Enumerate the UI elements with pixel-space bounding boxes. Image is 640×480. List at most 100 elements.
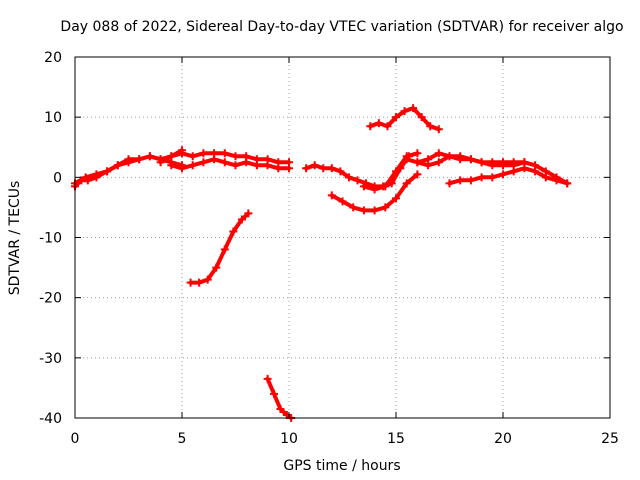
data-point [434, 149, 443, 158]
data-point [237, 215, 246, 224]
data-point [220, 149, 229, 158]
data-point [244, 209, 253, 218]
data-point [167, 161, 176, 170]
data-point [195, 278, 204, 287]
data-point [392, 167, 400, 176]
data-point [434, 158, 443, 167]
data-point [499, 170, 507, 179]
data-point [188, 152, 197, 161]
data-point [466, 155, 475, 164]
data-point [552, 176, 561, 185]
series-arc-6 [188, 211, 251, 285]
data-point [392, 113, 400, 122]
data-point [338, 197, 347, 206]
data-point [381, 182, 390, 191]
axis-ticks: 0 5 10 15 20 25 -40 -30 -20 -10 0 10 20 [39, 50, 619, 447]
data-point [199, 149, 208, 158]
data-point [409, 104, 418, 113]
data-point [353, 176, 362, 185]
data-point [499, 161, 507, 170]
data-point [92, 170, 101, 179]
data-point [383, 122, 392, 131]
data-point [186, 278, 195, 287]
data-series [71, 104, 572, 422]
data-point [113, 161, 122, 170]
data-point [520, 164, 529, 173]
data-point [263, 161, 272, 170]
data-point [402, 155, 411, 164]
data-point [263, 374, 272, 383]
y-tick-label: -10 [39, 231, 62, 247]
chart-title: Day 088 of 2022, Sidereal Day-to-day VTE… [60, 19, 623, 35]
data-point [400, 107, 409, 116]
x-axis-label: GPS time / hours [283, 458, 400, 474]
data-point [270, 389, 279, 398]
grid-lines [75, 57, 610, 418]
data-point [477, 173, 486, 182]
data-point [274, 164, 283, 173]
data-point [456, 152, 465, 161]
data-point [374, 119, 383, 128]
x-tick-label: 5 [178, 431, 187, 447]
data-point [417, 113, 426, 122]
data-point [199, 158, 208, 167]
y-tick-label: 10 [44, 110, 62, 126]
data-point [359, 206, 368, 215]
data-point [178, 146, 186, 155]
data-point [381, 203, 390, 212]
data-point [445, 152, 454, 161]
data-point [366, 122, 375, 131]
data-point [445, 179, 454, 188]
data-point [285, 164, 293, 173]
data-point [402, 179, 411, 188]
data-point [336, 167, 345, 176]
data-point [302, 164, 311, 173]
data-point [242, 158, 251, 167]
x-tick-label: 0 [71, 431, 80, 447]
data-point [276, 404, 285, 413]
data-point [563, 179, 572, 188]
data-point [135, 155, 144, 164]
y-tick-label: -20 [39, 291, 62, 307]
data-point [203, 275, 212, 284]
y-tick-label: 0 [53, 170, 62, 186]
y-tick-label: -40 [39, 411, 62, 427]
data-point [488, 173, 497, 182]
x-tick-label: 25 [601, 431, 619, 447]
data-point [434, 125, 443, 134]
data-point [466, 176, 475, 185]
data-point [413, 170, 422, 179]
data-point [81, 173, 90, 182]
data-point [145, 152, 154, 161]
data-point [212, 263, 221, 272]
data-point [509, 167, 518, 176]
x-tick-label: 15 [387, 431, 405, 447]
data-point [344, 173, 353, 182]
data-point [413, 149, 422, 158]
data-point [541, 173, 550, 182]
data-point [413, 158, 422, 167]
data-point [156, 158, 165, 167]
data-point [349, 203, 358, 212]
data-point [103, 167, 112, 176]
data-point [310, 161, 319, 170]
data-point [426, 122, 435, 131]
data-point [167, 152, 176, 161]
x-tick-label: 10 [280, 431, 298, 447]
data-point [124, 158, 133, 167]
data-point [327, 191, 336, 200]
data-point [229, 227, 238, 236]
data-point [319, 164, 328, 173]
data-point [188, 161, 197, 170]
y-axis-label: SDTVAR / TECUs [7, 181, 23, 296]
data-point [488, 161, 497, 170]
data-point [231, 152, 240, 161]
data-point [392, 194, 400, 203]
data-point [456, 176, 465, 185]
y-tick-label: 20 [44, 50, 62, 66]
data-point [231, 161, 240, 170]
x-tick-label: 20 [494, 431, 512, 447]
y-tick-label: -30 [39, 351, 62, 367]
data-point [531, 167, 540, 176]
